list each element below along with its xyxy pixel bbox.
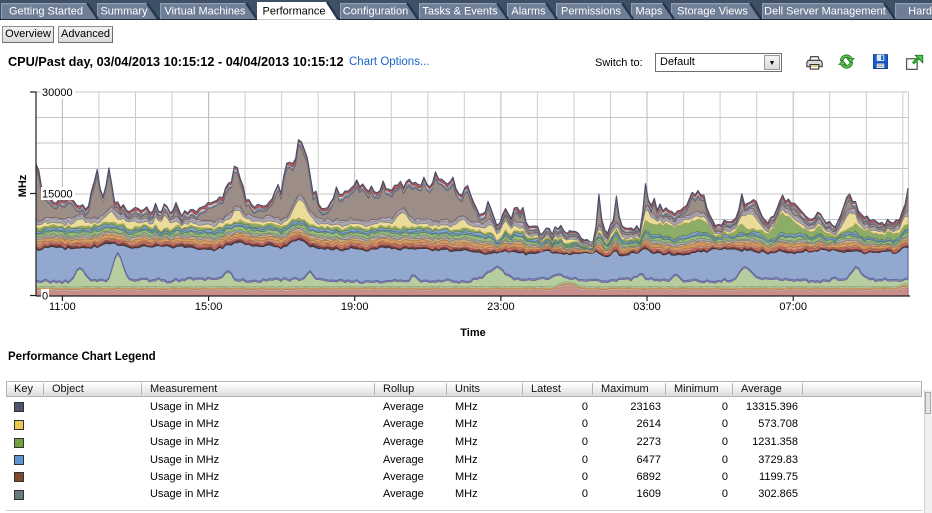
svg-text:Alarms: Alarms [511,6,546,18]
svg-text:03:00: 03:00 [633,301,661,313]
svg-text:30000: 30000 [42,87,73,99]
svg-text:0: 0 [42,291,48,303]
svg-text:Maps: Maps [636,6,663,18]
svg-text:Performance: Performance [263,6,326,18]
svg-text:07:00: 07:00 [779,301,807,313]
svg-text:Storage Views: Storage Views [677,6,748,18]
svg-text:Virtual Machines: Virtual Machines [164,6,246,18]
svg-text:Dell Server Management: Dell Server Management [764,6,886,18]
svg-text:19:00: 19:00 [341,301,369,313]
svg-text:Permissions: Permissions [561,6,621,18]
svg-text:Hardware: Hardware [908,6,932,18]
svg-text:11:00: 11:00 [49,301,76,313]
svg-text:Configuration: Configuration [343,6,408,18]
svg-text:15:00: 15:00 [195,301,223,313]
svg-text:Summary: Summary [100,6,148,18]
svg-text:MHz: MHz [17,174,29,197]
svg-text:Getting Started: Getting Started [9,6,83,18]
svg-text:Time: Time [460,327,485,339]
svg-text:23:00: 23:00 [487,301,515,313]
svg-text:Tasks & Events: Tasks & Events [422,6,498,18]
svg-text:15000: 15000 [42,189,73,201]
